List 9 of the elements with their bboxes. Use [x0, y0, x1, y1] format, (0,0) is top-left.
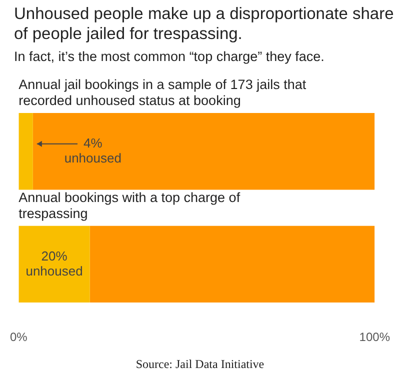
data-label: 20% unhoused: [26, 248, 83, 278]
y-tick-label: Annual bookings with a top charge of trespassing: [18, 190, 240, 221]
x-tick-label: 100%: [359, 330, 390, 344]
chart-title: Unhoused people make up a disproportionate share of people jailed for trespassing.: [14, 4, 394, 44]
data-label: 4% unhoused: [64, 135, 122, 166]
y-tick-label: Annual jail bookings in a sample of 173 jails that recorded unhoused status at booking: [18, 77, 306, 108]
chart-subtitle: In fact, it’s the most common “top charge” they face.: [14, 49, 326, 64]
x-tick-label: 0%: [10, 330, 28, 344]
source-note: Source: Jail Data Initiative: [134, 357, 266, 372]
